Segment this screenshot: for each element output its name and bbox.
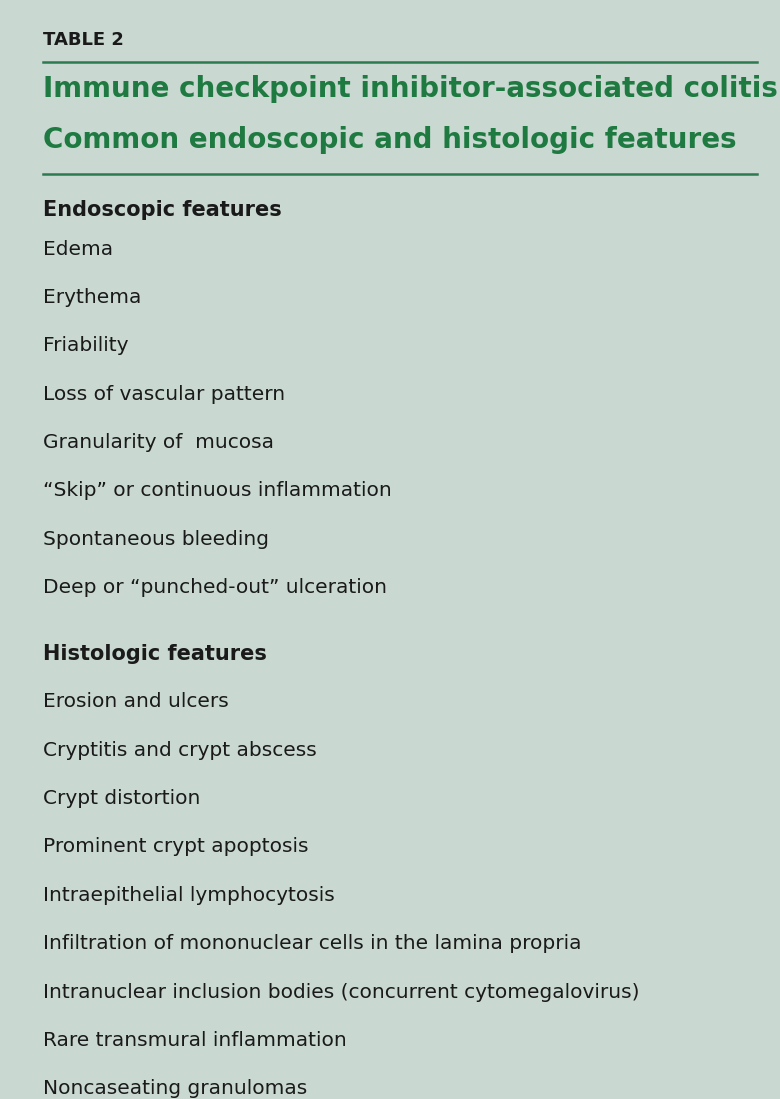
Text: Endoscopic features: Endoscopic features	[43, 200, 282, 220]
Text: Infiltration of mononuclear cells in the lamina propria: Infiltration of mononuclear cells in the…	[43, 934, 581, 953]
Text: Deep or “punched-out” ulceration: Deep or “punched-out” ulceration	[43, 578, 387, 597]
Text: Intraepithelial lymphocytosis: Intraepithelial lymphocytosis	[43, 886, 335, 904]
Text: TABLE 2: TABLE 2	[43, 31, 124, 48]
Text: “Skip” or continuous inflammation: “Skip” or continuous inflammation	[43, 481, 392, 500]
Text: Common endoscopic and histologic features: Common endoscopic and histologic feature…	[43, 126, 736, 154]
Text: Spontaneous bleeding: Spontaneous bleeding	[43, 530, 269, 548]
Text: Immune checkpoint inhibitor-associated colitis:: Immune checkpoint inhibitor-associated c…	[43, 75, 780, 102]
Text: Rare transmural inflammation: Rare transmural inflammation	[43, 1031, 346, 1050]
Text: Cryptitis and crypt abscess: Cryptitis and crypt abscess	[43, 741, 317, 759]
Text: Erosion and ulcers: Erosion and ulcers	[43, 692, 229, 711]
Text: Prominent crypt apoptosis: Prominent crypt apoptosis	[43, 837, 308, 856]
Text: Erythema: Erythema	[43, 288, 141, 307]
Text: Edema: Edema	[43, 240, 113, 258]
Text: Noncaseating granulomas: Noncaseating granulomas	[43, 1079, 307, 1098]
Text: Granularity of  mucosa: Granularity of mucosa	[43, 433, 274, 452]
Text: Loss of vascular pattern: Loss of vascular pattern	[43, 385, 285, 403]
Text: Histologic features: Histologic features	[43, 644, 267, 664]
Text: Intranuclear inclusion bodies (concurrent cytomegalovirus): Intranuclear inclusion bodies (concurren…	[43, 983, 640, 1001]
Text: Crypt distortion: Crypt distortion	[43, 789, 200, 808]
Text: Friability: Friability	[43, 336, 129, 355]
